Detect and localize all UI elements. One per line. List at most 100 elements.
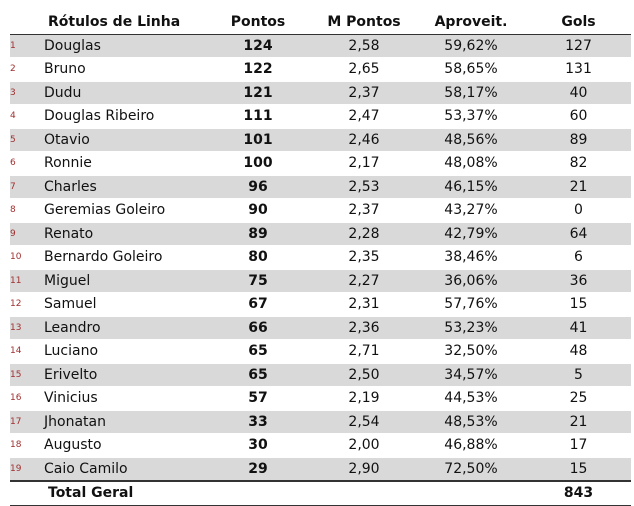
- cell-name[interactable]: Erivelto: [44, 363, 204, 387]
- cell-m-pontos[interactable]: 2,90: [312, 457, 416, 482]
- cell-name[interactable]: Caio Camilo: [44, 457, 204, 482]
- cell-name[interactable]: Jhonatan: [44, 410, 204, 434]
- cell-name[interactable]: Ronnie: [44, 151, 204, 176]
- total-pontos[interactable]: [204, 480, 312, 506]
- cell-name[interactable]: Otavio: [44, 128, 204, 152]
- cell-name[interactable]: Samuel: [44, 292, 204, 317]
- cell-pontos[interactable]: 124: [204, 34, 312, 58]
- cell-name[interactable]: Charles: [44, 175, 204, 199]
- cell-name[interactable]: Dudu: [44, 81, 204, 105]
- cell-m-pontos[interactable]: 2,37: [312, 81, 416, 105]
- total-aproveit[interactable]: [416, 480, 526, 506]
- cell-pontos[interactable]: 101: [204, 128, 312, 152]
- cell-m-pontos[interactable]: 2,65: [312, 57, 416, 82]
- cell-aproveit[interactable]: 42,79%: [416, 222, 526, 246]
- cell-pontos[interactable]: 67: [204, 292, 312, 317]
- cell-m-pontos[interactable]: 2,28: [312, 222, 416, 246]
- cell-gols[interactable]: 60: [526, 104, 631, 129]
- cell-pontos[interactable]: 96: [204, 175, 312, 199]
- header-aproveit[interactable]: Aproveit.: [416, 11, 526, 35]
- cell-name[interactable]: Bernardo Goleiro: [44, 245, 204, 270]
- cell-aproveit[interactable]: 72,50%: [416, 457, 526, 482]
- cell-name[interactable]: Augusto: [44, 433, 204, 458]
- cell-m-pontos[interactable]: 2,71: [312, 339, 416, 364]
- cell-pontos[interactable]: 65: [204, 339, 312, 364]
- cell-aproveit[interactable]: 36,06%: [416, 269, 526, 293]
- cell-gols[interactable]: 36: [526, 269, 631, 293]
- cell-pontos[interactable]: 90: [204, 198, 312, 223]
- cell-gols[interactable]: 82: [526, 151, 631, 176]
- header-m-pontos[interactable]: M Pontos: [312, 11, 416, 35]
- cell-m-pontos[interactable]: 2,58: [312, 34, 416, 58]
- total-label[interactable]: Total Geral: [44, 480, 204, 506]
- cell-pontos[interactable]: 111: [204, 104, 312, 129]
- cell-gols[interactable]: 131: [526, 57, 631, 82]
- cell-aproveit[interactable]: 44,53%: [416, 386, 526, 411]
- cell-m-pontos[interactable]: 2,31: [312, 292, 416, 317]
- cell-pontos[interactable]: 75: [204, 269, 312, 293]
- cell-pontos[interactable]: 30: [204, 433, 312, 458]
- total-gols[interactable]: 843: [526, 480, 631, 506]
- cell-aproveit[interactable]: 32,50%: [416, 339, 526, 364]
- cell-m-pontos[interactable]: 2,37: [312, 198, 416, 223]
- cell-pontos[interactable]: 100: [204, 151, 312, 176]
- cell-pontos[interactable]: 29: [204, 457, 312, 482]
- cell-aproveit[interactable]: 58,17%: [416, 81, 526, 105]
- cell-name[interactable]: Geremias Goleiro: [44, 198, 204, 223]
- cell-m-pontos[interactable]: 2,47: [312, 104, 416, 129]
- cell-gols[interactable]: 89: [526, 128, 631, 152]
- cell-name[interactable]: Renato: [44, 222, 204, 246]
- cell-pontos[interactable]: 122: [204, 57, 312, 82]
- cell-aproveit[interactable]: 48,56%: [416, 128, 526, 152]
- cell-m-pontos[interactable]: 2,50: [312, 363, 416, 387]
- cell-name[interactable]: Luciano: [44, 339, 204, 364]
- cell-aproveit[interactable]: 38,46%: [416, 245, 526, 270]
- cell-pontos[interactable]: 57: [204, 386, 312, 411]
- cell-aproveit[interactable]: 46,15%: [416, 175, 526, 199]
- cell-pontos[interactable]: 66: [204, 316, 312, 340]
- cell-m-pontos[interactable]: 2,54: [312, 410, 416, 434]
- cell-m-pontos[interactable]: 2,17: [312, 151, 416, 176]
- cell-m-pontos[interactable]: 2,00: [312, 433, 416, 458]
- cell-name[interactable]: Bruno: [44, 57, 204, 82]
- cell-aproveit[interactable]: 48,08%: [416, 151, 526, 176]
- cell-pontos[interactable]: 121: [204, 81, 312, 105]
- cell-gols[interactable]: 17: [526, 433, 631, 458]
- cell-gols[interactable]: 15: [526, 457, 631, 482]
- cell-aproveit[interactable]: 58,65%: [416, 57, 526, 82]
- cell-m-pontos[interactable]: 2,46: [312, 128, 416, 152]
- cell-gols[interactable]: 25: [526, 386, 631, 411]
- cell-aproveit[interactable]: 34,57%: [416, 363, 526, 387]
- cell-pontos[interactable]: 80: [204, 245, 312, 270]
- cell-gols[interactable]: 21: [526, 175, 631, 199]
- cell-aproveit[interactable]: 53,23%: [416, 316, 526, 340]
- cell-gols[interactable]: 0: [526, 198, 631, 223]
- cell-gols[interactable]: 127: [526, 34, 631, 58]
- cell-pontos[interactable]: 65: [204, 363, 312, 387]
- cell-gols[interactable]: 41: [526, 316, 631, 340]
- cell-name[interactable]: Leandro: [44, 316, 204, 340]
- cell-m-pontos[interactable]: 2,36: [312, 316, 416, 340]
- cell-aproveit[interactable]: 48,53%: [416, 410, 526, 434]
- cell-pontos[interactable]: 33: [204, 410, 312, 434]
- cell-m-pontos[interactable]: 2,35: [312, 245, 416, 270]
- cell-m-pontos[interactable]: 2,19: [312, 386, 416, 411]
- cell-name[interactable]: Douglas: [44, 34, 204, 58]
- cell-aproveit[interactable]: 59,62%: [416, 34, 526, 58]
- cell-name[interactable]: Douglas Ribeiro: [44, 104, 204, 129]
- cell-name[interactable]: Vinicius: [44, 386, 204, 411]
- header-gols[interactable]: Gols: [526, 11, 631, 35]
- header-pontos[interactable]: Pontos: [204, 11, 312, 35]
- cell-aproveit[interactable]: 46,88%: [416, 433, 526, 458]
- cell-aproveit[interactable]: 53,37%: [416, 104, 526, 129]
- cell-gols[interactable]: 6: [526, 245, 631, 270]
- cell-gols[interactable]: 5: [526, 363, 631, 387]
- cell-gols[interactable]: 64: [526, 222, 631, 246]
- cell-pontos[interactable]: 89: [204, 222, 312, 246]
- total-m-pontos[interactable]: [312, 480, 416, 506]
- cell-gols[interactable]: 21: [526, 410, 631, 434]
- cell-aproveit[interactable]: 43,27%: [416, 198, 526, 223]
- cell-name[interactable]: Miguel: [44, 269, 204, 293]
- cell-gols[interactable]: 15: [526, 292, 631, 317]
- cell-gols[interactable]: 48: [526, 339, 631, 364]
